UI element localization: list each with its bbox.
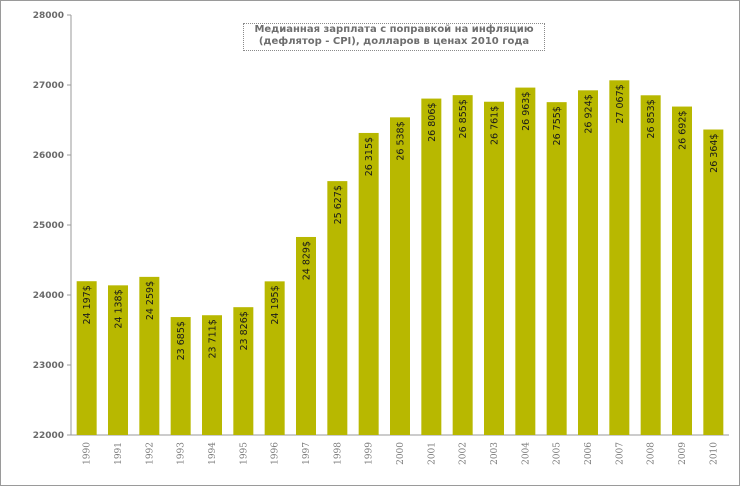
bar-2004 <box>515 87 536 435</box>
bar-2001 <box>421 98 442 435</box>
data-label-1996: 24 195$ <box>270 285 281 324</box>
x-tick-label: 2001 <box>427 442 437 465</box>
y-tick-label: 25000 <box>33 221 64 231</box>
x-tick-label: 1995 <box>239 442 249 465</box>
y-tick-label: 23000 <box>33 361 64 371</box>
bars <box>76 80 724 436</box>
data-label-1993: 23 685$ <box>176 321 187 360</box>
y-tick-label: 22000 <box>33 431 64 441</box>
bar-2003 <box>484 101 504 435</box>
bar-2000 <box>390 117 410 435</box>
bar-1996 <box>264 281 285 435</box>
data-label-1997: 24 829$ <box>302 241 313 280</box>
bar-1997 <box>296 236 316 435</box>
y-tick-label: 26000 <box>33 151 64 161</box>
data-label-2008: 26 853$ <box>646 99 657 138</box>
x-tick-label: 2007 <box>615 442 625 465</box>
x-tick-label: 2008 <box>647 442 657 465</box>
x-tick-label: 2004 <box>521 442 531 465</box>
x-tick-label: 2005 <box>553 442 563 465</box>
bar-2008 <box>640 95 661 435</box>
bar-1998 <box>327 181 348 435</box>
y-axis-ticks: 22000 23000 24000 25000 26000 27000 28000 <box>33 11 71 441</box>
bar-1992 <box>139 276 160 435</box>
bar-1995 <box>233 307 254 435</box>
x-tick-label: 2002 <box>459 442 469 465</box>
bar-2005 <box>546 102 567 436</box>
x-tick-label: 2010 <box>709 442 719 465</box>
data-label-2001: 26 806$ <box>427 103 438 142</box>
data-label-2005: 26 755$ <box>552 106 563 145</box>
data-labels: 24 197$ 24 138$ 24 259$ 23 685$ 23 711$ 23 82… <box>82 84 720 360</box>
x-axis-ticks: 1990 1991 1992 1993 1994 1995 1996 1997 1998 1999… <box>83 442 720 465</box>
y-tick-label: 28000 <box>33 11 64 21</box>
data-label-2007: 27 067$ <box>615 84 626 123</box>
bar-2002 <box>452 95 473 436</box>
bar-1993 <box>170 317 191 435</box>
x-tick-label: 1992 <box>145 442 155 465</box>
bar-1991 <box>108 285 128 435</box>
chart-title-box: Медианная зарплата с поправкой на инфляц… <box>243 23 545 51</box>
y-tick-label: 24000 <box>33 291 64 301</box>
data-label-1999: 26 315$ <box>364 137 375 176</box>
data-label-1995: 23 826$ <box>239 311 250 350</box>
x-tick-label: 2006 <box>584 442 594 465</box>
x-tick-label: 1993 <box>177 442 187 465</box>
x-tick-label: 1997 <box>302 442 312 465</box>
x-tick-label: 1990 <box>83 442 93 465</box>
x-tick-label: 1999 <box>365 442 375 465</box>
x-tick-label: 2009 <box>678 442 688 465</box>
data-label-2002: 26 855$ <box>458 99 469 138</box>
chart-title-line-2: (дефлятор - CPI), долларов в ценах 2010 … <box>258 36 530 47</box>
bar-2007 <box>609 80 630 435</box>
data-label-1991: 24 138$ <box>114 289 125 328</box>
x-tick-label: 2003 <box>490 442 500 465</box>
y-tick-label: 27000 <box>33 81 64 91</box>
data-label-2004: 26 963$ <box>521 92 532 131</box>
data-label-1990: 24 197$ <box>82 285 93 324</box>
x-tick-label: 2000 <box>396 442 406 465</box>
data-label-1992: 24 259$ <box>145 281 156 320</box>
bar-2006 <box>578 90 598 435</box>
bar-1990 <box>76 281 97 435</box>
x-tick-label: 1994 <box>208 442 218 465</box>
x-tick-label: 1991 <box>114 442 124 465</box>
bar-2010 <box>703 129 724 435</box>
bar-1994 <box>202 315 222 435</box>
bar-2009 <box>672 106 692 435</box>
x-tick-label: 1998 <box>333 442 343 465</box>
data-label-2000: 26 538$ <box>396 121 407 160</box>
data-label-1998: 25 627$ <box>333 185 344 224</box>
data-label-2009: 26 692$ <box>678 111 689 150</box>
data-label-2006: 26 924$ <box>584 94 595 133</box>
chart-title-line-1: Медианная зарплата с поправкой на инфляц… <box>254 24 534 35</box>
data-label-2010: 26 364$ <box>709 134 720 173</box>
x-tick-label: 1996 <box>271 442 281 465</box>
data-label-1994: 23 711$ <box>208 319 219 358</box>
bar-1999 <box>358 132 379 435</box>
data-label-2003: 26 761$ <box>490 106 501 145</box>
